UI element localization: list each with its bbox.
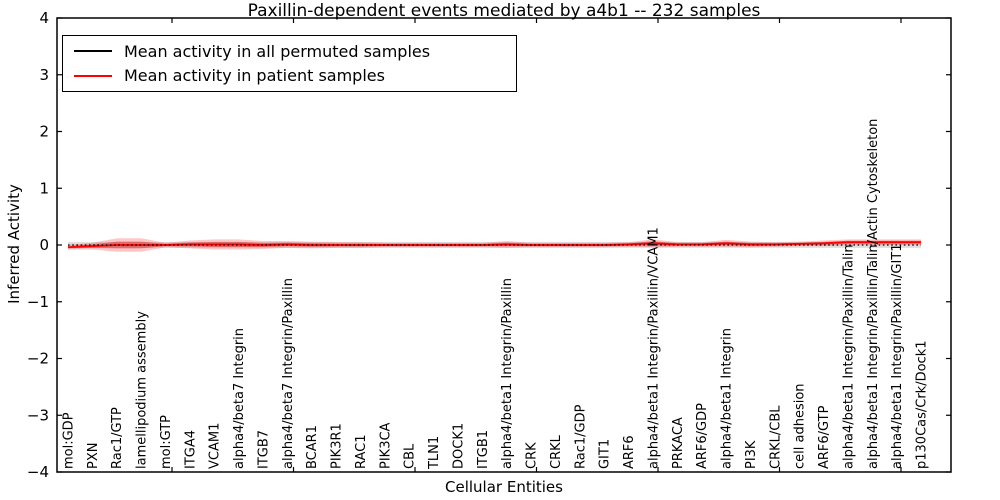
legend-label-patient: Mean activity in patient samples xyxy=(124,66,385,86)
x-category-label: alpha4/beta1 Integrin/Paxillin/Talin xyxy=(841,244,856,469)
legend-label-permuted: Mean activity in all permuted samples xyxy=(124,41,431,61)
legend-item-patient: Mean activity in patient samples xyxy=(63,66,516,85)
x-category-label: Rac1/GDP xyxy=(573,404,588,469)
x-category-label: CRKL/CBL xyxy=(768,405,783,469)
x-category-label: TLN1 xyxy=(427,436,442,470)
x-category-label: alpha4/beta1 Integrin xyxy=(720,328,735,469)
y-tick-label: 1 xyxy=(39,179,49,197)
x-category-label: mol:GTP xyxy=(159,415,174,469)
x-category-label: CRK xyxy=(525,442,540,469)
legend-line-black-icon xyxy=(74,50,112,53)
x-category-label: ITGB1 xyxy=(476,430,491,469)
x-category-label: ITGB7 xyxy=(256,430,271,469)
x-category-label: ARF6/GDP xyxy=(695,403,710,469)
x-category-label: alpha4/beta7 Integrin xyxy=(232,328,247,469)
x-category-label: Rac1/GTP xyxy=(110,407,125,469)
x-category-label: ITGA4 xyxy=(183,430,198,469)
x-category-label: alpha4/beta1 Integrin/Paxillin xyxy=(500,278,515,469)
y-tick-label: 0 xyxy=(39,236,49,254)
patient-mean-line xyxy=(67,241,921,249)
x-category-label: PXN xyxy=(86,443,101,469)
legend-line-red-icon xyxy=(74,74,112,77)
y-tick-label: 4 xyxy=(39,9,49,27)
x-category-label: GIT1 xyxy=(598,439,613,469)
x-category-label: cell adhesion xyxy=(793,383,808,469)
y-tick-label: −4 xyxy=(27,463,49,481)
x-category-label: PI3K xyxy=(744,440,759,469)
legend: Mean activity in all permuted samples Me… xyxy=(62,35,517,92)
y-tick-label: −2 xyxy=(27,350,49,368)
x-category-label: ARF6 xyxy=(622,435,637,469)
x-category-label: alpha4/beta1 Integrin/Paxillin/VCAM1 xyxy=(646,227,661,469)
y-tick-label: −1 xyxy=(27,293,49,311)
x-category-label: p130Cas/Crk/Dock1 xyxy=(915,340,930,469)
x-category-label: alpha4/beta7 Integrin/Paxillin xyxy=(281,278,296,469)
legend-item-permuted: Mean activity in all permuted samples xyxy=(63,42,516,61)
y-tick-label: −3 xyxy=(27,406,49,424)
y-tick-label: 2 xyxy=(39,123,49,141)
x-category-label: PRKACA xyxy=(671,417,686,469)
x-category-label: PIK3CA xyxy=(378,422,393,469)
x-category-label: CRKL xyxy=(549,434,564,469)
x-category-label: PIK3R1 xyxy=(330,423,345,469)
x-category-label: lamellipodium assembly xyxy=(135,311,150,469)
x-category-label: BCAR1 xyxy=(305,425,320,469)
y-axis-label: Inferred Activity xyxy=(5,184,23,304)
x-category-label: mol:GDP xyxy=(62,412,77,469)
x-category-label: DOCK1 xyxy=(451,423,466,469)
y-tick-label: 3 xyxy=(39,66,49,84)
x-category-label: alpha4/beta1 Integrin/Paxillin/GIT1 xyxy=(890,243,905,469)
x-axis-label: Cellular Entities xyxy=(445,478,563,496)
x-category-label: ARF6/GTP xyxy=(817,405,832,469)
x-category-label: VCAM1 xyxy=(208,423,223,469)
x-category-label: alpha4/beta1 Integrin/Paxillin/Talin/Act… xyxy=(866,119,881,469)
chart-title: Paxillin-dependent events mediated by a4… xyxy=(247,1,761,21)
x-category-label: CBL xyxy=(403,443,418,469)
x-category-label: RAC1 xyxy=(354,434,369,469)
